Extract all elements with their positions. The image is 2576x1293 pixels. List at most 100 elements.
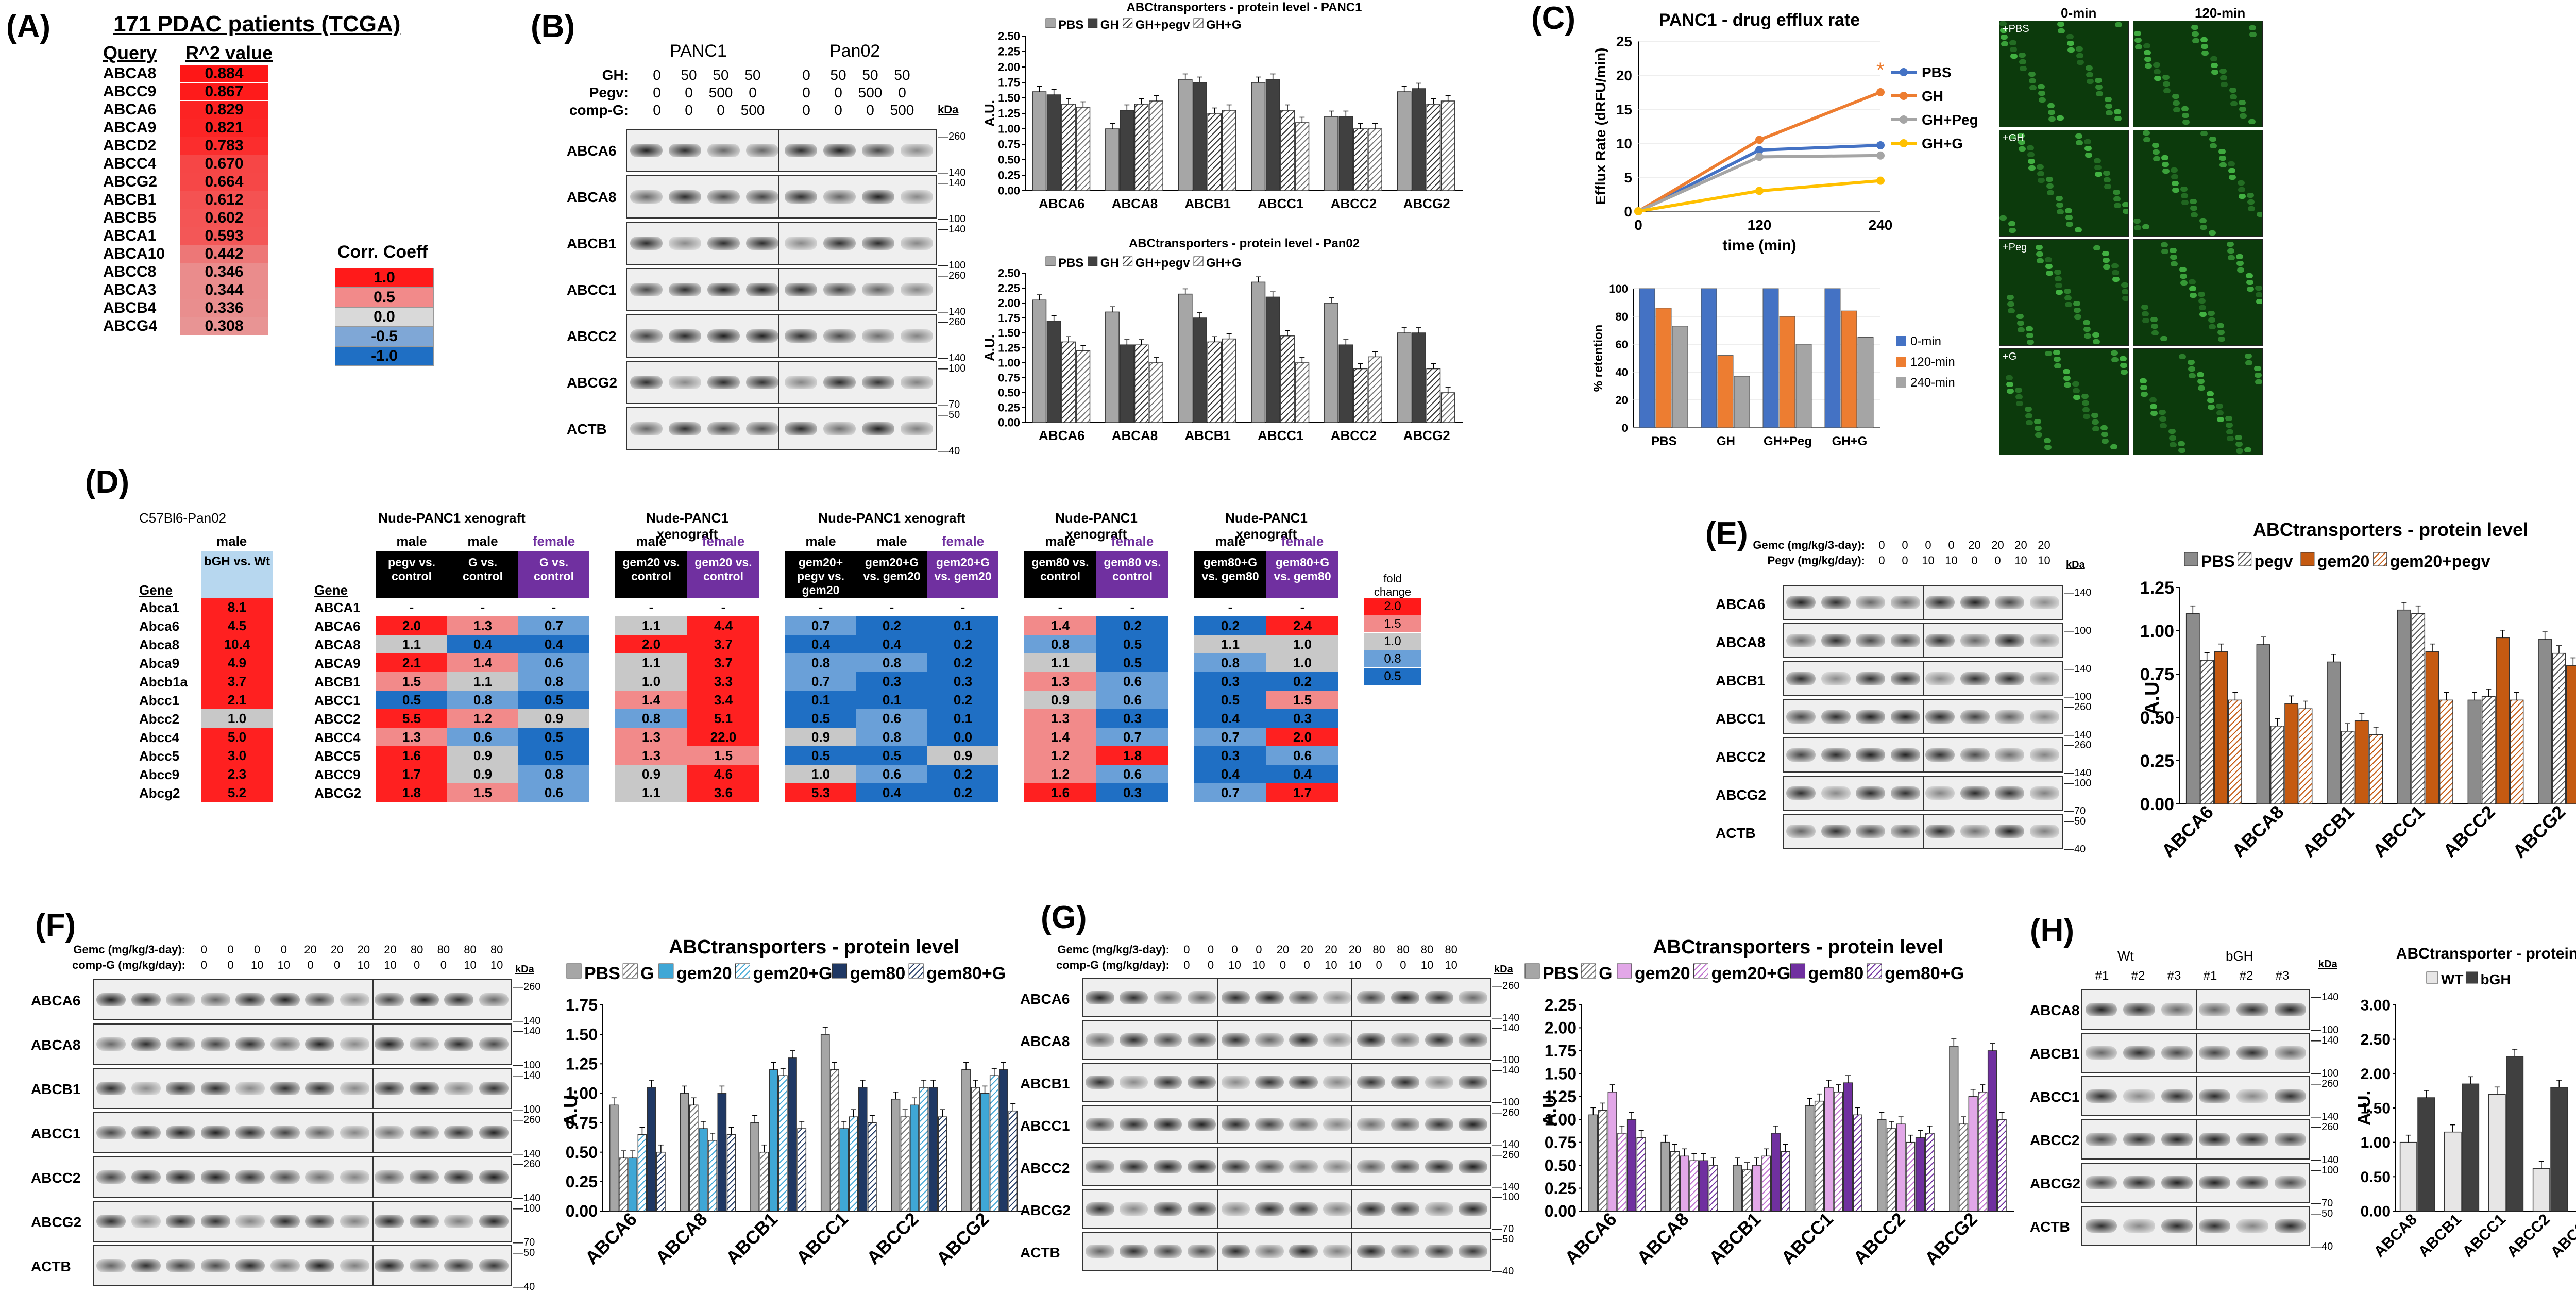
d-cell: 1.5: [1266, 691, 1338, 709]
y-tick-label: 1.25: [2140, 578, 2174, 598]
blot-band: [2029, 748, 2059, 762]
micro-speckle: [2144, 50, 2151, 55]
micro-speckle: [2247, 287, 2254, 292]
blot-band: [1890, 786, 1920, 800]
bar: [1280, 110, 1295, 191]
blot-band: [746, 283, 778, 296]
blot-label: ABCA8: [1716, 634, 1766, 651]
micro-speckle: [2044, 445, 2052, 450]
d-cell: 0.9: [927, 746, 998, 765]
x-tick-label: ABCC1: [2368, 801, 2429, 862]
micro-speckle: [2104, 184, 2111, 189]
panel-a-value: 0.867: [180, 83, 268, 100]
bar: [2200, 660, 2214, 804]
x-tick-label: GH+Peg: [1764, 434, 1812, 448]
d-cell: 0.3: [1266, 709, 1338, 728]
d-cell: 0.3: [927, 672, 998, 691]
bar: [1076, 350, 1091, 423]
d-gene-label: ABCA8: [314, 637, 361, 652]
y-tick-label: 20: [1616, 68, 1632, 83]
panel-a-row: ABCG2 0.664: [103, 173, 345, 191]
blot-label: ABCA6: [1716, 596, 1766, 613]
d-cell: 1.3: [615, 746, 687, 765]
bar: [1149, 362, 1163, 423]
bar: [1280, 335, 1295, 423]
bar: [1968, 1096, 1978, 1212]
y-tick-label: 2.50: [998, 30, 1020, 43]
blot-kda-marker: —140: [938, 306, 966, 317]
bar: [1896, 1123, 1906, 1212]
y-tick-label: 0.50: [566, 1143, 598, 1162]
d-gene-label: ABCC9: [314, 767, 361, 782]
blot-label: ABCA8: [1020, 1033, 1070, 1049]
d-cell: 0.2: [856, 616, 927, 635]
blot-kda-marker: —100: [2311, 1025, 2339, 1036]
d-fold-swatch: 0.5: [1364, 668, 1421, 685]
blot-divider: [2196, 1077, 2197, 1115]
treatment-value: 500: [858, 85, 883, 100]
bar: [2506, 1056, 2524, 1212]
blot-band: [1459, 1245, 1487, 1258]
d-cell: 0.7: [518, 616, 589, 635]
micro-speckle: [2225, 416, 2232, 421]
blot-band: [1289, 1118, 1318, 1131]
micro-speckle: [2008, 221, 2015, 226]
bar: [2439, 699, 2453, 804]
blot-kda-marker: —100: [938, 260, 966, 271]
panel-a-gene: ABCA3: [103, 281, 157, 298]
blot-band: [1995, 710, 2025, 724]
blot-band: [340, 1170, 369, 1184]
blot-divider: [778, 408, 779, 449]
blot-kda-marker: —100: [513, 1104, 541, 1115]
d-cell: 0.2: [927, 783, 998, 802]
blot-band: [1459, 1076, 1487, 1089]
bar: [1958, 1123, 1969, 1212]
micro-speckle: [2256, 292, 2262, 297]
micro-speckle: [2245, 354, 2252, 359]
blot-band: [235, 1126, 265, 1139]
x-tick-label: ABCB1: [1184, 428, 1231, 443]
blot-label: ABCG2: [1020, 1202, 1071, 1218]
micro-speckle: [2026, 420, 2033, 425]
bar: [1843, 1082, 1853, 1212]
treatment-value: 80: [437, 943, 450, 956]
micro-speckle: [2112, 277, 2120, 282]
treatment-label: Pegv (mg/kg/day):: [1767, 554, 1865, 567]
series-point: [1755, 146, 1764, 155]
blot-band: [166, 1259, 196, 1272]
d-group-title: Nude-PANC1 xenograft: [1055, 510, 1138, 542]
blot-band: [785, 422, 817, 435]
bar: [2284, 703, 2299, 804]
d-cell: -: [785, 598, 856, 616]
d-cell: 1.2: [447, 709, 518, 728]
panel-a-value: 0.664: [180, 173, 268, 191]
legend-swatch: [2373, 552, 2387, 566]
blot-kda-marker: —140: [2311, 1111, 2339, 1122]
blot-image: [626, 175, 937, 219]
micro-speckle: [2230, 101, 2238, 106]
y-tick-label: 0.00: [998, 416, 1020, 429]
treatment-value: 0: [685, 102, 693, 118]
blot-kda-marker: —140: [513, 1015, 541, 1027]
treatment-value: 0: [653, 102, 661, 118]
blot-band: [2274, 1089, 2307, 1103]
d-cell: 4.6: [687, 765, 759, 783]
micro-speckle: [2217, 417, 2224, 422]
panel-a-value: 0.593: [180, 227, 268, 245]
d-cell: 0.6: [518, 783, 589, 802]
bar: [2510, 699, 2524, 804]
micro-speckle: [2110, 444, 2117, 449]
panel-label-f: (F): [35, 908, 76, 943]
d-cell: 1.1: [615, 783, 687, 802]
x-tick-label: 0: [1634, 217, 1642, 233]
d-cell: 1.3: [1024, 709, 1096, 728]
x-tick-label: ABCB1: [722, 1208, 782, 1269]
bar: [1598, 1110, 1608, 1212]
blot-band: [707, 144, 740, 157]
micro-speckle: [2122, 202, 2128, 207]
blot-band: [2123, 1133, 2155, 1146]
micro-speckle: [2000, 28, 2007, 33]
y-tick-label: 2.00: [998, 61, 1020, 74]
y-tick-label: 2.00: [998, 297, 1020, 310]
